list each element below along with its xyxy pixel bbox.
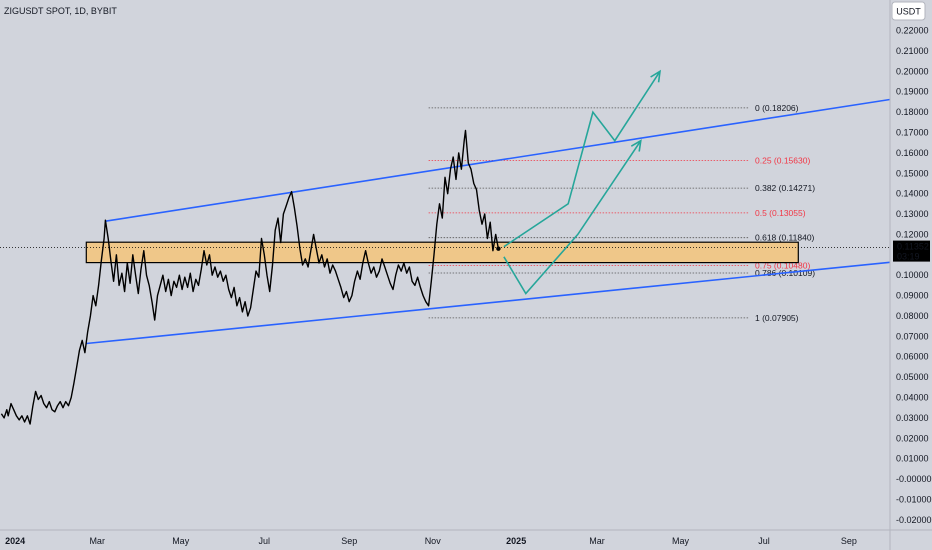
price-tick-label: 0.15000	[896, 168, 929, 178]
fib-level-label: 0.382 (0.14271)	[755, 183, 815, 193]
price-tick-label: 0.13000	[896, 209, 929, 219]
current-price-value: 0.11352	[897, 242, 929, 252]
price-tick-label: 0.06000	[896, 352, 929, 362]
price-tick-label: 0.07000	[896, 331, 929, 341]
channel-lower-line[interactable]	[86, 261, 891, 345]
price-tick-label: 0.03000	[896, 413, 929, 423]
currency-button[interactable]: USDT	[891, 1, 926, 21]
time-tick-label: Mar	[89, 536, 105, 546]
price-tick-label: 0.22000	[896, 26, 929, 36]
price-tick-label: 0.05000	[896, 372, 929, 382]
price-tick-label: 0.10000	[896, 270, 929, 280]
trend-channel[interactable]	[86, 98, 891, 345]
price-tick-label: 0.20000	[896, 66, 929, 76]
projection-arrow-upper-head	[650, 69, 662, 83]
time-tick-label: 2024	[5, 536, 25, 546]
current-price-tag-bg	[893, 240, 930, 262]
current-price-tag: 0.11352 03:19	[893, 240, 930, 262]
price-tick-label: 0.19000	[896, 87, 929, 97]
price-tick-label: 0.04000	[896, 393, 929, 403]
time-tick-label: Sep	[341, 536, 357, 546]
price-tick-label: -0.01000	[896, 494, 932, 504]
support-zone[interactable]	[85, 241, 799, 264]
projection-arrow-lower-head	[630, 139, 642, 152]
fib-level-label: 0.25 (0.15630)	[755, 155, 810, 165]
price-series	[0, 129, 501, 425]
price-tick-label: 0.18000	[896, 107, 929, 117]
projection-arrow-lower[interactable]	[503, 140, 642, 295]
currency-label: USDT	[896, 7, 921, 17]
fib-level-label: 0.75 (0.10480)	[755, 260, 810, 270]
support-zone-rect[interactable]	[85, 241, 799, 264]
fib-level-label: 0.5 (0.13055)	[755, 208, 806, 218]
projection-arrows[interactable]	[503, 69, 662, 295]
time-tick-label: Jul	[259, 536, 271, 546]
projection-arrow-upper[interactable]	[503, 70, 661, 248]
currency-button-bg	[891, 1, 926, 21]
time-tick-label: May	[672, 536, 690, 546]
price-tick-label: -0.00000	[896, 474, 932, 484]
price-tick-label: 0.21000	[896, 46, 929, 56]
price-axis[interactable]: 0.22000 0.21000 0.20000 0.19000 0.18000 0.170…	[889, 0, 932, 550]
fib-level-label: 0 (0.18206)	[755, 103, 799, 113]
price-tick-label: 0.16000	[896, 148, 929, 158]
price-tick-label: 0.12000	[896, 229, 929, 239]
time-tick-label: Sep	[841, 536, 857, 546]
last-price-point	[496, 246, 501, 251]
fib-level-label: 1 (0.07905)	[755, 313, 799, 323]
time-tick-label: Jul	[758, 536, 770, 546]
time-tick-label: May	[172, 536, 190, 546]
price-tick-label: 0.01000	[896, 454, 929, 464]
price-tick-label: 0.09000	[896, 291, 929, 301]
price-line	[0, 129, 500, 425]
price-tick-label: 0.17000	[896, 128, 929, 138]
price-tick-label: -0.02000	[896, 515, 932, 525]
time-tick-label: Mar	[589, 536, 605, 546]
time-axis[interactable]: 2024 Mar May Jul Sep Nov 2025 Mar May Jul Sep	[0, 529, 932, 546]
time-tick-label: Nov	[425, 536, 442, 546]
price-tick-label: 0.14000	[896, 189, 929, 199]
price-tick-label: 0.02000	[896, 433, 929, 443]
current-price-countdown: 03:19	[897, 252, 920, 262]
time-tick-label: 2025	[506, 536, 526, 546]
price-tick-label: 0.08000	[896, 311, 929, 321]
fib-level-label: 0.618 (0.11840)	[755, 233, 815, 243]
channel-upper-line[interactable]	[105, 98, 891, 222]
chart-title: ZIGUSDT SPOT, 1D, BYBIT	[4, 6, 117, 16]
